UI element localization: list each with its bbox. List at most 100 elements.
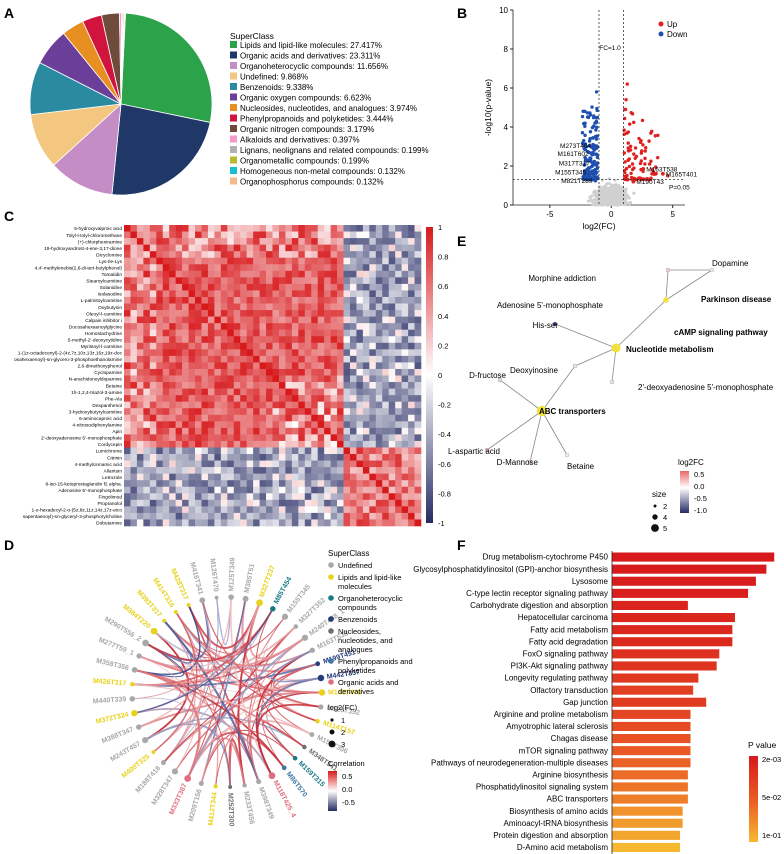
heatmap-cell bbox=[349, 336, 357, 344]
heatmap-cell bbox=[195, 310, 202, 317]
up-point bbox=[646, 177, 650, 182]
heatmap-cell bbox=[382, 316, 390, 324]
heatmap-cell bbox=[304, 323, 312, 330]
up-point bbox=[626, 130, 631, 134]
ns-point bbox=[622, 200, 626, 204]
heatmap-cell bbox=[201, 434, 209, 442]
heatmap-cell bbox=[324, 244, 331, 252]
heatmap-cell bbox=[130, 506, 138, 514]
heatmap-cell bbox=[343, 499, 351, 507]
heatmap-cell bbox=[233, 336, 241, 344]
heatmap-cell bbox=[169, 231, 176, 239]
heatmap-cell bbox=[375, 447, 383, 455]
heatmap-cell bbox=[136, 296, 144, 304]
y-tick-label: 8 bbox=[504, 45, 509, 54]
heatmap-cell bbox=[395, 368, 402, 376]
heatmap-cell bbox=[343, 238, 351, 245]
heatmap-cell bbox=[149, 355, 157, 363]
heatmap-cell bbox=[175, 447, 183, 455]
heatmap-cell bbox=[369, 388, 377, 396]
point-label: M161T602 bbox=[558, 151, 589, 158]
heatmap-cell bbox=[324, 296, 331, 304]
heatmap-cell bbox=[240, 447, 247, 455]
heatmap-cell bbox=[195, 257, 202, 265]
heatmap-cell bbox=[220, 342, 228, 350]
heatmap-cell bbox=[349, 519, 357, 527]
heatmap-cell bbox=[149, 506, 157, 514]
heatmap-cell bbox=[149, 310, 157, 317]
heatmap-cell bbox=[233, 368, 241, 376]
heatmap-cell bbox=[343, 342, 351, 350]
heatmap-cell bbox=[169, 310, 176, 317]
heatmap-cell bbox=[337, 316, 344, 324]
heatmap-cell bbox=[298, 283, 306, 291]
heatmap-cell bbox=[395, 486, 402, 494]
heatmap-cell bbox=[343, 401, 351, 409]
heatmap-cell bbox=[324, 401, 331, 409]
heatmap-cell bbox=[246, 231, 254, 239]
heatmap-cell bbox=[175, 401, 183, 409]
ns-point bbox=[599, 186, 603, 191]
network-node bbox=[318, 689, 326, 696]
heatmap-cell bbox=[330, 440, 338, 448]
heatmap-cell bbox=[207, 257, 215, 265]
heatmap-cell bbox=[207, 388, 215, 396]
heatmap-cell bbox=[388, 264, 396, 272]
heatmap-cell bbox=[401, 368, 409, 376]
legend-label: Organic nitrogen compounds: 3.179% bbox=[240, 125, 374, 134]
heatmap-cell bbox=[233, 270, 241, 278]
heatmap-cell bbox=[311, 296, 318, 304]
heatmap-cell bbox=[246, 512, 254, 520]
heatmap-cell bbox=[375, 342, 383, 350]
heatmap-cell bbox=[149, 251, 157, 259]
heatmap-cell bbox=[162, 355, 170, 363]
legend-swatch bbox=[230, 156, 237, 164]
heatmap-cell bbox=[253, 290, 260, 298]
heatmap-cell bbox=[253, 388, 260, 396]
heatmap-cell bbox=[285, 251, 293, 259]
heatmap-cell bbox=[240, 388, 247, 396]
legend-swatch bbox=[230, 41, 237, 48]
heatmap-cell bbox=[143, 434, 151, 442]
heatmap-cell bbox=[388, 375, 396, 383]
heatmap-cell bbox=[382, 342, 390, 350]
heatmap-cell bbox=[272, 244, 280, 252]
network-node bbox=[136, 724, 142, 730]
heatmap-cell bbox=[369, 342, 377, 350]
heatmap-cell bbox=[369, 277, 377, 285]
heatmap-cell bbox=[272, 355, 280, 363]
heatmap-cell bbox=[298, 388, 306, 396]
heatmap-cell bbox=[143, 238, 151, 245]
node-label: M333T367 bbox=[169, 783, 189, 816]
heatmap-cell bbox=[201, 310, 209, 317]
heatmap-cell bbox=[156, 329, 164, 337]
heatmap-cell bbox=[330, 349, 338, 357]
heatmap-cell bbox=[375, 440, 383, 448]
heatmap-cell bbox=[149, 257, 157, 265]
heatmap-cell bbox=[188, 290, 196, 298]
heatmap-cell bbox=[337, 349, 344, 357]
heatmap-cell bbox=[362, 421, 370, 429]
heatmap-cell bbox=[343, 316, 351, 324]
heatmap-cell bbox=[246, 225, 254, 232]
row-label: Letrozole bbox=[102, 475, 122, 481]
heatmap-cell bbox=[259, 440, 267, 448]
heatmap-cell bbox=[375, 467, 383, 474]
heatmap-cell bbox=[169, 225, 176, 232]
network-node bbox=[171, 768, 179, 775]
heatmap-cell bbox=[175, 277, 183, 285]
heatmap-cell bbox=[143, 270, 151, 278]
heatmap-cell bbox=[266, 447, 273, 455]
heatmap-cell bbox=[343, 414, 351, 422]
heatmap-cell bbox=[195, 414, 202, 422]
heatmap-cell bbox=[343, 329, 351, 337]
heatmap-cell bbox=[382, 310, 390, 317]
heatmap-cell bbox=[143, 323, 151, 330]
heatmap-cell bbox=[408, 382, 415, 389]
heatmap-cell bbox=[362, 408, 370, 416]
heatmap-cell bbox=[337, 329, 344, 337]
heatmap-cell bbox=[182, 264, 189, 272]
heatmap-cell bbox=[188, 440, 196, 448]
heatmap-cell bbox=[324, 440, 331, 448]
heatmap-cell bbox=[207, 270, 215, 278]
